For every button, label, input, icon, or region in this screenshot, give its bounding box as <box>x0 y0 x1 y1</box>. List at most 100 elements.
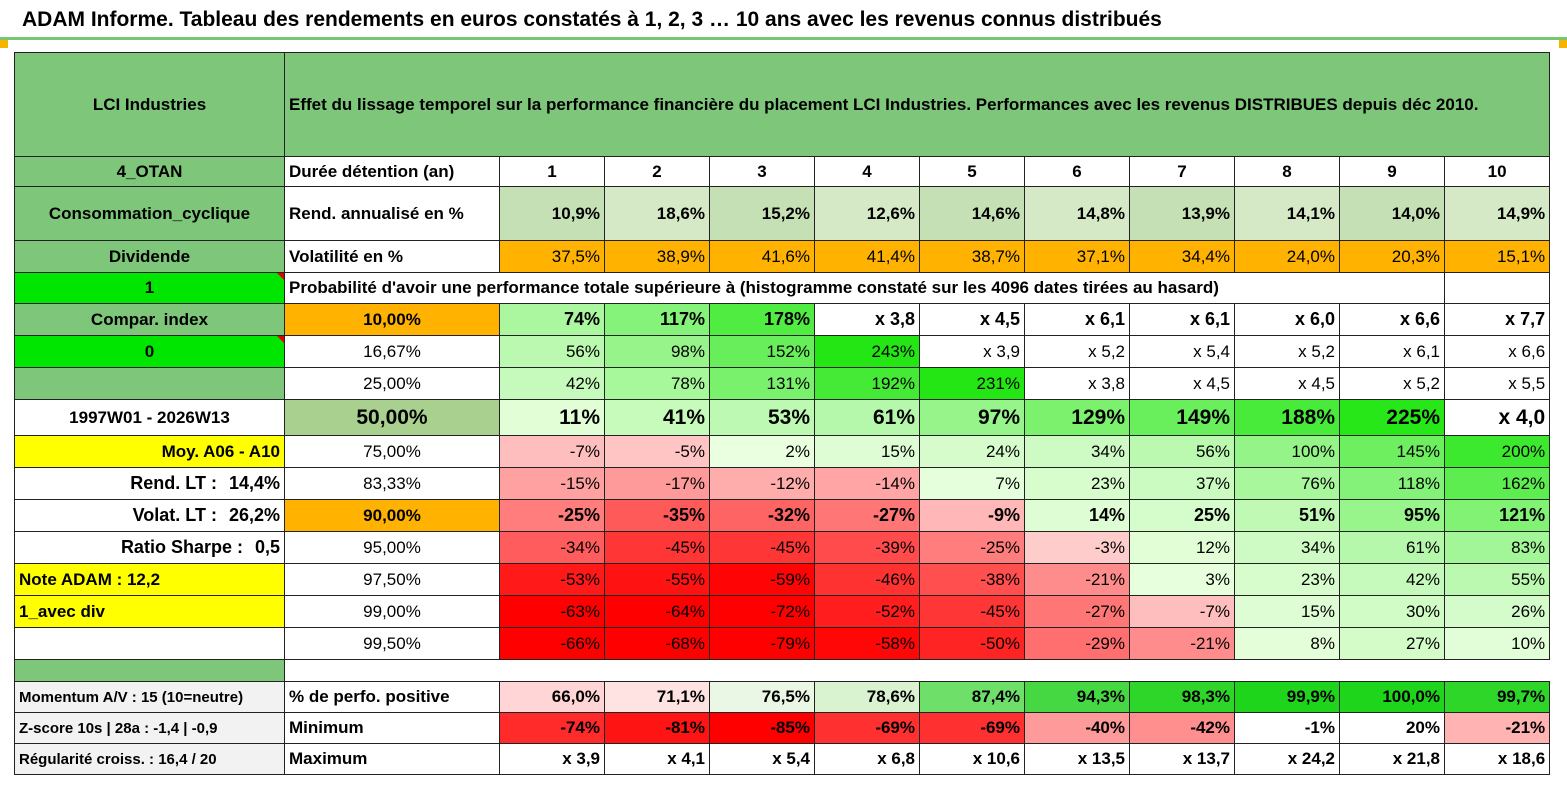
bottom-value: 87,4% <box>919 681 1025 713</box>
prob-value: -59% <box>709 563 815 596</box>
prob-value: -39% <box>814 531 920 564</box>
rend-value: 12,6% <box>814 186 920 241</box>
prob-value: 118% <box>1339 467 1445 500</box>
prob-value: -27% <box>814 499 920 532</box>
prob-value: -32% <box>709 499 815 532</box>
prob-value: x 3,9 <box>919 335 1025 368</box>
year-header: 7 <box>1129 156 1235 187</box>
flag-zero: 0 <box>14 335 285 368</box>
prob-value: 42% <box>1339 563 1445 596</box>
bottom-value: -40% <box>1024 712 1130 744</box>
bottom-value: 99,7% <box>1443 681 1551 713</box>
percentile-label: 50,00% <box>284 399 500 436</box>
avec-div: 1_avec div <box>14 595 285 628</box>
table-row: 1_avec div 99,00% -63% -64% -72% -52% -45% -27%… <box>14 595 1551 628</box>
rend-value: 14,0% <box>1339 186 1445 241</box>
year-header: 1 <box>499 156 605 187</box>
prob-value: 97% <box>919 399 1025 436</box>
prob-value: 100% <box>1234 435 1340 468</box>
bottom-value: -69% <box>814 712 920 744</box>
bottom-value: x 13,5 <box>1024 743 1130 775</box>
prob-value: -58% <box>814 627 920 660</box>
main-title: Effet du lissage temporel sur la perform… <box>283 52 1551 157</box>
percentile-label: 95,00% <box>284 531 500 564</box>
prob-value: -68% <box>604 627 710 660</box>
bottom-value: 66,0% <box>499 681 605 713</box>
prob-value: 152% <box>709 335 815 368</box>
prob-value: x 6,6 <box>1339 303 1445 336</box>
vol-label: Volatilité en % <box>284 240 500 273</box>
momentum-label: Momentum A/V : 15 (10=neutre) <box>14 681 285 713</box>
prob-value: 200% <box>1443 435 1551 468</box>
lt-stat-value: 14,4% <box>228 473 280 493</box>
prob-value: -38% <box>919 563 1025 596</box>
prob-value: -64% <box>604 595 710 628</box>
sector-label: Consommation_cyclique <box>14 186 285 241</box>
rend-value: 13,9% <box>1129 186 1235 241</box>
prob-value: 78% <box>604 367 710 400</box>
vol-value: 24,0% <box>1234 240 1340 273</box>
rend-value: 14,9% <box>1443 186 1551 241</box>
prob-value: 61% <box>814 399 920 436</box>
prob-value: -46% <box>814 563 920 596</box>
prob-value: -15% <box>499 467 605 500</box>
bottom-label: Maximum <box>284 743 500 775</box>
table-row: Dividende Volatilité en % 37,5% 38,9% 41,6% 4… <box>14 240 1551 273</box>
prob-value: 225% <box>1339 399 1445 436</box>
vol-value: 37,5% <box>499 240 605 273</box>
dividend-label: Dividende <box>14 240 285 273</box>
prob-value: -7% <box>499 435 605 468</box>
table-row: Moy. A06 - A10 75,00% -7% -5% 2% 15% 24% 34% 56%… <box>14 435 1551 468</box>
bottom-value: -42% <box>1129 712 1235 744</box>
prob-value: 34% <box>1234 531 1340 564</box>
prob-value: -45% <box>919 595 1025 628</box>
prob-value: 2% <box>709 435 815 468</box>
prob-value: 61% <box>1339 531 1445 564</box>
bottom-value: x 18,6 <box>1443 743 1551 775</box>
table-row: 4_OTAN Durée détention (an) 1 2 3 4 5 6 7 8 9 10 <box>14 156 1551 187</box>
period-label: 1997W01 - 2026W13 <box>14 399 285 436</box>
prob-value: 15% <box>1234 595 1340 628</box>
percentile-label: 97,50% <box>284 563 500 596</box>
prob-value: 3% <box>1129 563 1235 596</box>
prob-value: 192% <box>814 367 920 400</box>
prob-value: 12% <box>1129 531 1235 564</box>
year-header: 6 <box>1024 156 1130 187</box>
bottom-label: % de perfo. positive <box>284 681 500 713</box>
prob-value: 145% <box>1339 435 1445 468</box>
year-header: 4 <box>814 156 920 187</box>
prob-value: 10% <box>1443 627 1551 660</box>
prob-value: 25% <box>1129 499 1235 532</box>
prob-value: 188% <box>1234 399 1340 436</box>
bottom-value: 100,0% <box>1339 681 1445 713</box>
report-title: ADAM Informe. Tableau des rendements en … <box>0 0 1567 40</box>
prob-value: -27% <box>1024 595 1130 628</box>
prob-value: -29% <box>1024 627 1130 660</box>
empty-green <box>14 367 285 400</box>
prob-value: 117% <box>604 303 710 336</box>
lt-stat-value: 0,5 <box>254 537 280 557</box>
year-header: 2 <box>604 156 710 187</box>
percentile-label: 90,00% <box>284 499 500 532</box>
prob-value: 30% <box>1339 595 1445 628</box>
corner-marker <box>1559 40 1567 48</box>
prob-value: 131% <box>709 367 815 400</box>
table-row: Consommation_cyclique Rend. annualisé en … <box>14 186 1551 241</box>
rend-value: 18,6% <box>604 186 710 241</box>
bottom-value: x 4,1 <box>604 743 710 775</box>
table-row: Note ADAM : 12,2 97,50% -53% -55% -59% -46% -3… <box>14 563 1551 596</box>
bottom-value: 78,6% <box>814 681 920 713</box>
year-header: 10 <box>1443 156 1551 187</box>
prob-value: x 4,5 <box>1129 367 1235 400</box>
rend-value: 14,8% <box>1024 186 1130 241</box>
prob-value: x 4,5 <box>1234 367 1340 400</box>
prob-value: -17% <box>604 467 710 500</box>
prob-value: x 6,0 <box>1234 303 1340 336</box>
rend-value: 14,6% <box>919 186 1025 241</box>
vol-value: 41,4% <box>814 240 920 273</box>
table-row: Compar. index 10,00% 74% 117% 178% x 3,8 x 4,5… <box>14 303 1551 336</box>
prob-value: -53% <box>499 563 605 596</box>
prob-value: -45% <box>709 531 815 564</box>
bottom-value: x 3,9 <box>499 743 605 775</box>
bottom-value: x 10,6 <box>919 743 1025 775</box>
